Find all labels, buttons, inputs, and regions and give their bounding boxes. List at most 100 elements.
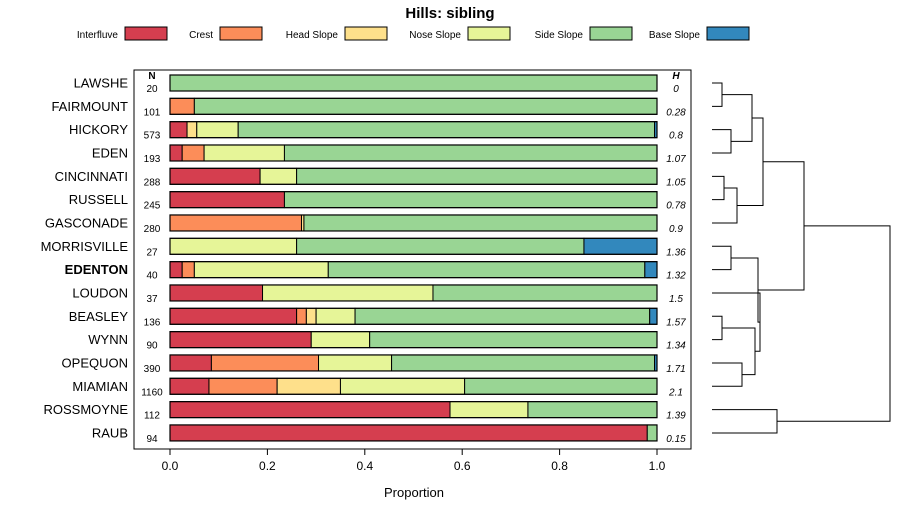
legend-swatch-head-slope xyxy=(344,26,388,41)
h-label-cincinnati: 1.05 xyxy=(666,177,686,188)
bar-loudon-side-slope xyxy=(432,284,658,302)
n-label-lawshe: 20 xyxy=(146,84,158,95)
n-label-beasley: 136 xyxy=(144,317,161,328)
bar-miamian-side-slope xyxy=(464,377,658,395)
bar-frame-wynn xyxy=(169,331,658,349)
bar-opequon-side-slope xyxy=(391,354,656,372)
x-tick-label-4: 0.8 xyxy=(551,459,568,473)
row-label-loudon: LOUDON xyxy=(72,285,128,300)
bar-eden-crest xyxy=(181,144,205,162)
bar-beasley-nose-slope xyxy=(315,307,356,325)
bar-frame-beasley xyxy=(169,307,658,325)
dendrogram-link-d xyxy=(712,175,725,201)
h-label-hickory: 0.8 xyxy=(669,131,683,142)
row-label-russell: RUSSELL xyxy=(69,192,128,207)
x-tick-label-1: 0.2 xyxy=(259,459,276,473)
row-label-raub: RAUB xyxy=(92,425,128,440)
n-label-eden: 193 xyxy=(144,154,161,165)
n-label-fairmount: 101 xyxy=(144,107,161,118)
h-label-miamian: 2.1 xyxy=(668,387,683,398)
dendrogram-link-m xyxy=(758,161,805,291)
n-label-edenton: 40 xyxy=(146,271,158,282)
dendrogram-link-i xyxy=(712,362,743,387)
legend-label-interfluve: Interfluve xyxy=(77,30,119,41)
bar-beasley-crest xyxy=(296,307,307,325)
h-column-header: H xyxy=(672,71,680,82)
legend-label-nose-slope: Nose Slope xyxy=(409,30,461,41)
bar-beasley-interfluve xyxy=(169,307,298,325)
bar-eden-nose-slope xyxy=(203,144,285,162)
legend-swatch-nose-slope xyxy=(467,26,511,41)
h-label-beasley: 1.57 xyxy=(666,317,686,328)
row-label-hickory: HICKORY xyxy=(69,122,128,137)
dendrogram-link-h xyxy=(712,315,723,341)
bar-morrisville-nose-slope xyxy=(169,237,298,255)
x-tick-label-2: 0.4 xyxy=(356,459,373,473)
row-label-eden: EDEN xyxy=(92,145,128,160)
bar-cincinnati-interfluve xyxy=(169,167,261,185)
row-label-gasconade: GASCONADE xyxy=(45,215,128,230)
row-label-morrisville: MORRISVILLE xyxy=(41,239,129,254)
n-label-opequon: 390 xyxy=(144,364,161,375)
x-tick-label-0: 0.0 xyxy=(162,459,179,473)
bar-morrisville-side-slope xyxy=(296,237,585,255)
plot-panel xyxy=(133,69,692,450)
n-label-morrisville: 27 xyxy=(146,247,158,258)
bar-hickory-interfluve xyxy=(169,121,188,139)
bar-rossmoyne-side-slope xyxy=(527,401,658,419)
h-label-russell: 0.78 xyxy=(666,201,686,212)
bar-edenton-nose-slope xyxy=(193,261,329,279)
chart-title: Hills: sibling xyxy=(405,5,494,22)
bar-gasconade-crest xyxy=(169,214,302,232)
row-label-lawshe: LAWSHE xyxy=(74,76,129,91)
n-label-gasconade: 280 xyxy=(144,224,161,235)
legend-swatch-interfluve xyxy=(124,26,168,41)
bar-frame-loudon xyxy=(169,284,658,302)
bar-opequon-interfluve xyxy=(169,354,212,372)
bar-lawshe-side-slope xyxy=(169,74,658,92)
bar-russell-interfluve xyxy=(169,191,285,209)
legend-swatch-crest xyxy=(219,26,263,41)
dendrogram-link-o xyxy=(777,225,891,422)
h-label-edenton: 1.32 xyxy=(666,271,686,282)
row-label-edenton: EDENTON xyxy=(65,262,128,277)
h-label-gasconade: 0.9 xyxy=(669,224,683,235)
bar-wynn-side-slope xyxy=(369,331,658,349)
x-axis: 0.0 0.2 0.4 0.6 0.8 1.0 xyxy=(162,449,666,473)
n-label-hickory: 573 xyxy=(144,131,161,142)
dendrogram-link-j xyxy=(722,327,756,376)
dendrogram-link-k xyxy=(712,292,761,352)
n-column-header: N xyxy=(148,71,155,82)
bar-frame-edenton xyxy=(169,261,658,279)
bar-raub-interfluve xyxy=(169,424,648,442)
bar-frame-miamian xyxy=(169,377,658,395)
bar-edenton-base-slope xyxy=(644,261,658,279)
bar-hickory-head-slope xyxy=(186,121,198,139)
bar-raub-side-slope xyxy=(646,424,658,442)
x-axis-label: Proportion xyxy=(384,485,444,500)
bar-opequon-crest xyxy=(210,354,320,372)
bar-fairmount-crest xyxy=(169,97,195,115)
dendrogram-link-f xyxy=(737,117,764,206)
dendrogram-link-l xyxy=(731,257,760,323)
dendrogram-link-g xyxy=(712,245,732,271)
n-label-wynn: 90 xyxy=(146,341,158,352)
bar-edenton-interfluve xyxy=(169,261,183,279)
bar-miamian-head-slope xyxy=(276,377,341,395)
bar-morrisville-base-slope xyxy=(583,237,658,255)
legend-label-side-slope: Side Slope xyxy=(535,30,584,41)
bar-beasley-base-slope xyxy=(649,307,658,325)
bar-wynn-interfluve xyxy=(169,331,312,349)
bar-frame-cincinnati xyxy=(169,167,658,185)
h-label-rossmoyne: 1.39 xyxy=(666,411,686,422)
dendrogram-link-a xyxy=(712,82,723,107)
bar-frame-lawshe xyxy=(169,74,658,92)
legend-swatch-side-slope xyxy=(589,26,633,41)
bar-miamian-nose-slope xyxy=(339,377,466,395)
row-label-wynn: WYNN xyxy=(88,332,128,347)
legend-label-crest: Crest xyxy=(189,30,213,41)
dendrogram-link-n xyxy=(712,409,778,434)
n-label-loudon: 37 xyxy=(146,294,158,305)
x-tick-label-5: 1.0 xyxy=(649,459,666,473)
